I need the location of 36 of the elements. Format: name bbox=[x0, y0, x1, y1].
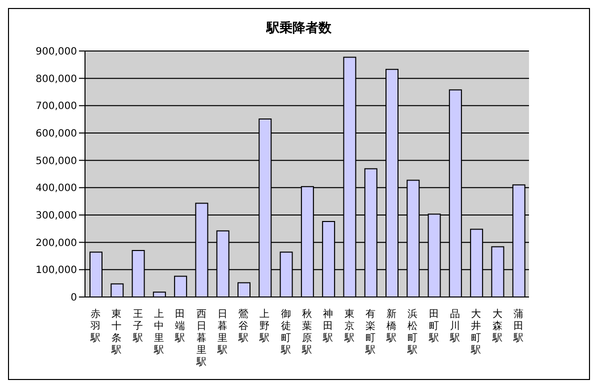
x-tick-label: 有楽町駅 bbox=[364, 308, 376, 356]
x-tick-label: 御徒町駅 bbox=[280, 309, 291, 356]
x-tick-label: 田端駅 bbox=[174, 309, 186, 344]
x-tick-label: 上野駅 bbox=[258, 308, 270, 344]
bar bbox=[238, 282, 250, 297]
x-tick-label: 上中里駅 bbox=[153, 308, 164, 356]
bar bbox=[174, 276, 188, 297]
y-tick-label: 900,000 bbox=[36, 46, 77, 58]
y-tick-label: 100,000 bbox=[36, 265, 77, 276]
x-tick-label: 蒲田駅 bbox=[512, 308, 524, 344]
x-tick-label: 東京駅 bbox=[343, 308, 354, 344]
x-tick-label: 新橋駅 bbox=[386, 308, 397, 344]
chart-title: 駅乗降者数 bbox=[265, 20, 332, 38]
x-tick-label: 赤羽駅 bbox=[90, 308, 101, 344]
x-tick-label: 神田駅 bbox=[322, 308, 334, 344]
y-tick-label: 300,000 bbox=[36, 210, 77, 222]
x-tick-label: 東十条駅 bbox=[110, 308, 122, 356]
x-tick-label: 西日暮里駅 bbox=[195, 309, 206, 368]
x-tick-label: 大井町駅 bbox=[470, 308, 482, 356]
y-tick-label: 600,000 bbox=[36, 128, 77, 140]
x-tick-label: 品川駅 bbox=[449, 309, 460, 344]
x-tick-label: 鶯谷駅 bbox=[238, 308, 249, 344]
y-tick-label: 200,000 bbox=[36, 238, 77, 249]
x-tick-label: 田町駅 bbox=[428, 309, 439, 344]
bar bbox=[152, 292, 166, 297]
x-tick-label: 秋葉原駅 bbox=[301, 308, 312, 356]
x-tick-label: 王子駅 bbox=[132, 309, 143, 344]
x-tick-label: 日暮里駅 bbox=[216, 309, 228, 356]
y-tick-label: 700,000 bbox=[36, 101, 77, 112]
y-tick-label: 500,000 bbox=[36, 156, 77, 167]
x-tick-label: 大森駅 bbox=[491, 308, 502, 344]
y-tick-label: 800,000 bbox=[36, 74, 77, 85]
x-tick-label: 浜松町駅 bbox=[406, 308, 418, 356]
y-tick-label: 400,000 bbox=[36, 183, 77, 194]
bar bbox=[110, 283, 124, 297]
y-tick-label: 0 bbox=[70, 292, 77, 304]
